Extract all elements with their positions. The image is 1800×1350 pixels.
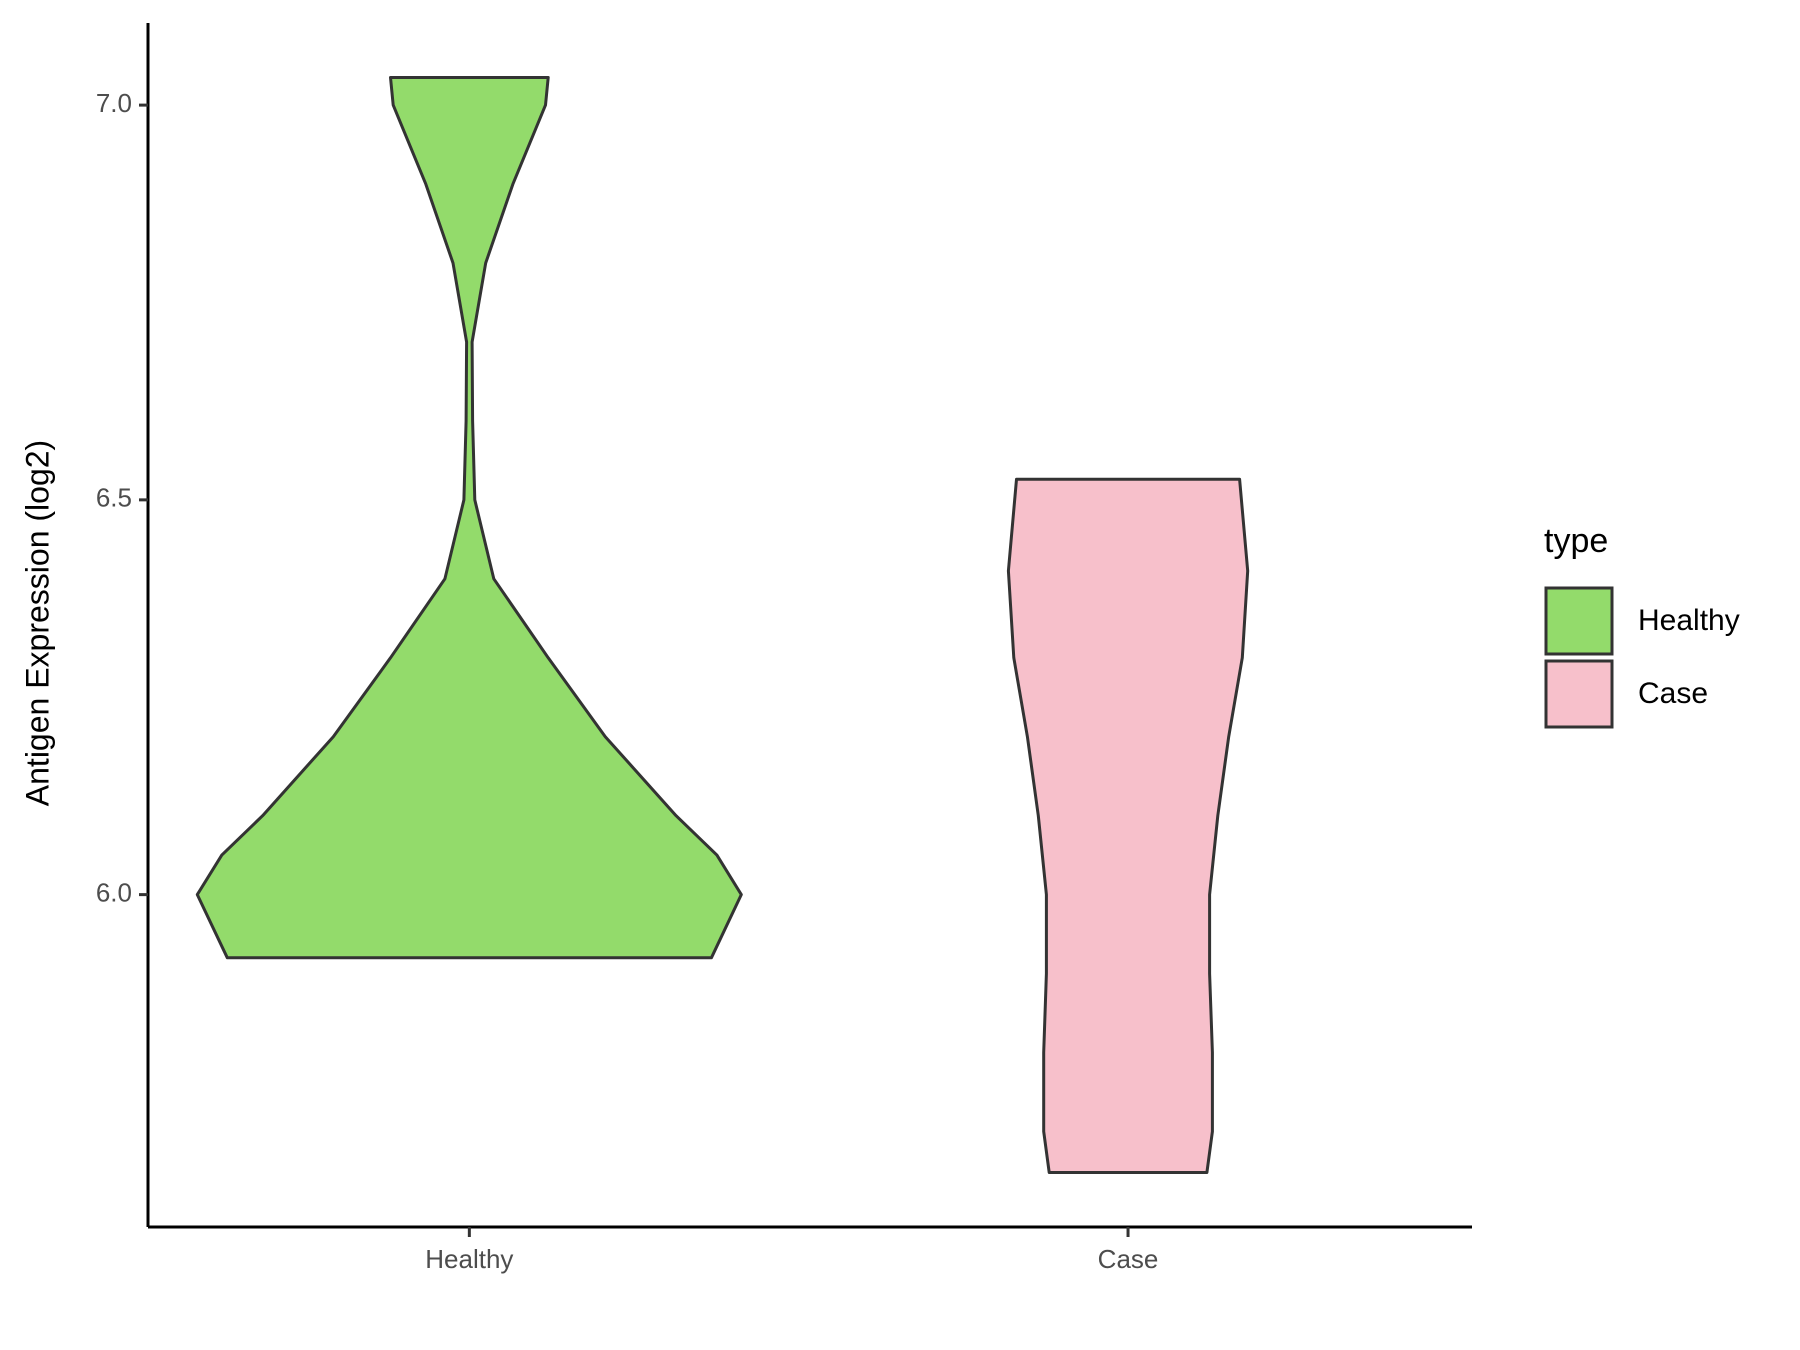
violin <box>195 76 743 960</box>
x-tick-label: Healthy <box>425 1244 513 1274</box>
legend-key <box>1544 586 1614 656</box>
legend-label: Case <box>1638 677 1708 710</box>
x-tick-label: Case <box>1098 1244 1159 1274</box>
legend-title: type <box>1544 522 1608 560</box>
y-tick-label: 7.0 <box>96 88 132 118</box>
legend-label: Healthy <box>1638 604 1740 637</box>
legend-key <box>1544 659 1614 729</box>
y-axis-title: Antigen Expression (log2) <box>19 440 55 806</box>
violin <box>1006 477 1250 1174</box>
y-tick-label: 6.0 <box>96 877 132 907</box>
y-tick-label: 6.5 <box>96 483 132 513</box>
